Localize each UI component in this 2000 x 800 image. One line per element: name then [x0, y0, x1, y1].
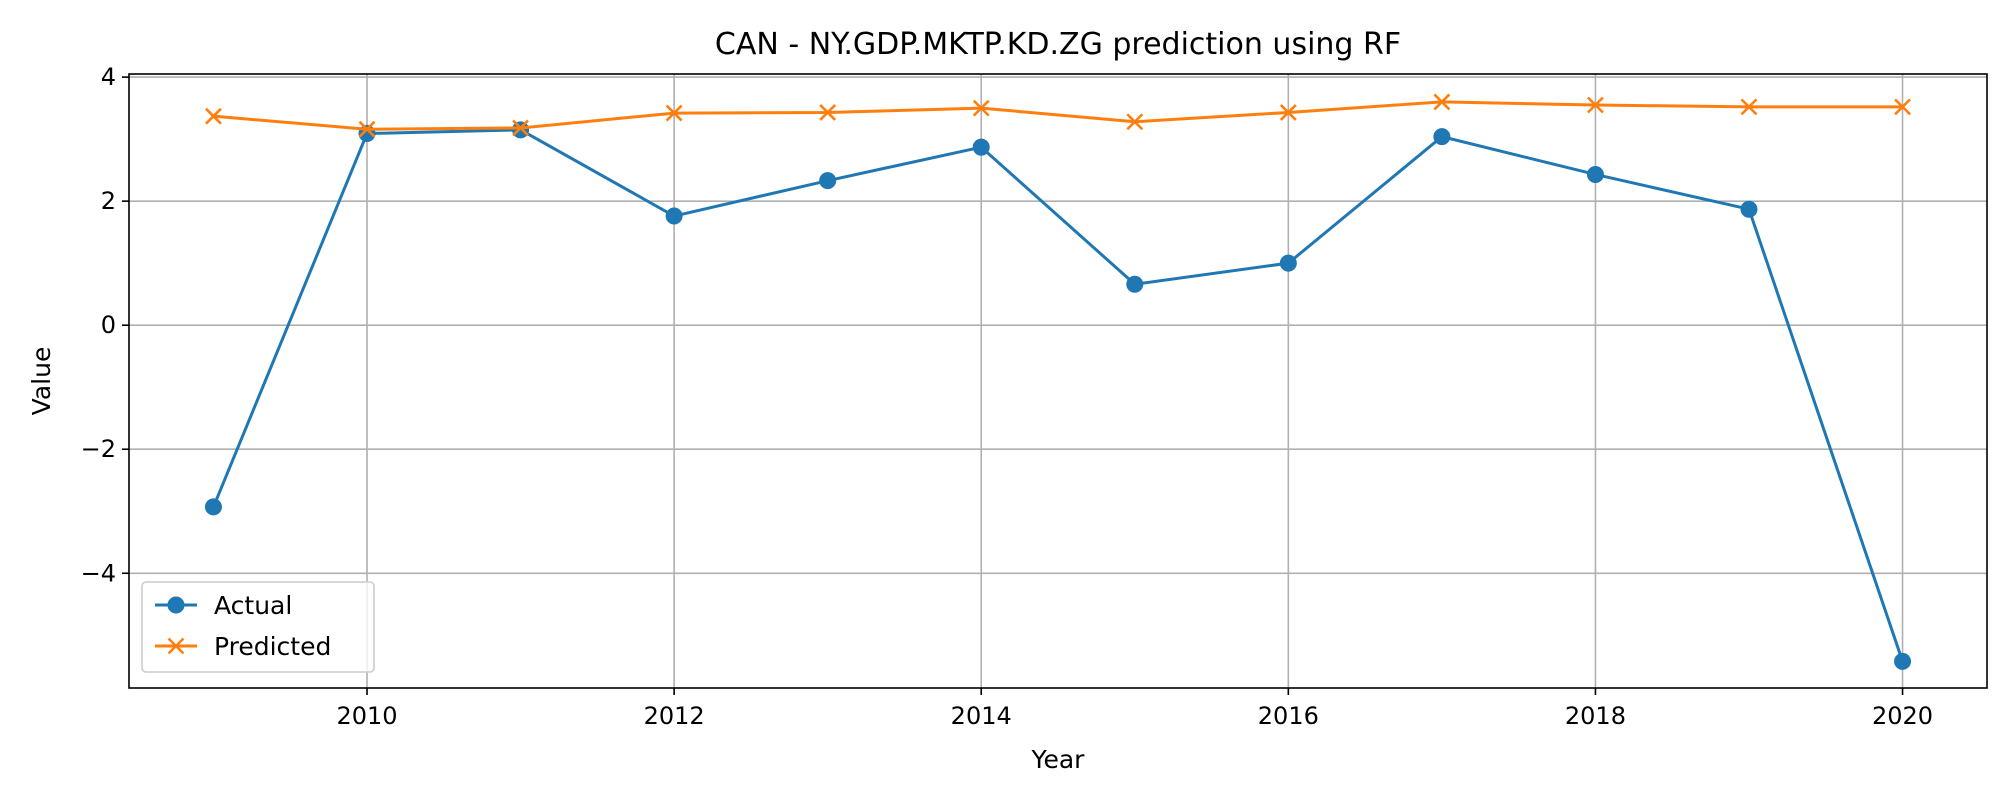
- marker-stroke: [972, 99, 990, 117]
- y-axis-label: Value: [27, 347, 56, 416]
- marker-stroke: [1587, 96, 1604, 114]
- data-point-predicted: [1433, 93, 1451, 111]
- data-point-predicted: [819, 104, 837, 121]
- marker-stroke: [1433, 93, 1451, 111]
- x-tick-label: 2010: [336, 702, 397, 730]
- marker-stroke: [205, 107, 222, 125]
- data-point-actual: [512, 121, 530, 139]
- legend-item-predicted: Predicted: [155, 632, 331, 661]
- data-point-actual: [1279, 254, 1297, 272]
- series-line-actual: [212, 128, 1904, 662]
- legend: Actual Predicted: [141, 581, 375, 673]
- data-point-predicted: [1587, 96, 1604, 114]
- marker-stroke: [1126, 113, 1144, 131]
- data-point-predicted: [665, 104, 683, 122]
- x-tick-label: 2012: [644, 702, 705, 730]
- data-point-actual: [1586, 165, 1604, 183]
- axis-ticks: 2010 2012 2014 2016 2018 2020 −4 −2 0 2 4: [81, 63, 1933, 730]
- legend-label: Actual: [214, 591, 292, 620]
- data-point-actual: [1740, 200, 1758, 218]
- data-point-predicted: [205, 107, 222, 125]
- marker-stroke: [665, 104, 683, 122]
- legend-marker: [167, 596, 185, 614]
- data-point-predicted: [1740, 98, 1758, 116]
- marker-stroke: [512, 119, 529, 137]
- legend-label: Predicted: [214, 632, 331, 661]
- data-point-actual: [1433, 128, 1451, 146]
- data-point-actual: [204, 498, 222, 516]
- data-point-actual: [819, 172, 837, 190]
- plot-frame: [128, 73, 1988, 689]
- x-tick-label: 2020: [1872, 702, 1933, 730]
- series-actual: [204, 121, 1912, 670]
- data-point-predicted: [512, 119, 529, 137]
- data-point-predicted: [358, 120, 376, 138]
- x-tick-label: 2018: [1565, 702, 1626, 730]
- grid: [129, 74, 1987, 688]
- y-tick-label: −2: [81, 435, 116, 463]
- marker-stroke: [167, 637, 185, 655]
- marker-stroke: [358, 120, 376, 138]
- x-tick-label: 2016: [1258, 702, 1319, 730]
- y-tick-label: 4: [101, 63, 116, 91]
- marker-stroke: [1894, 98, 1911, 116]
- data-point-actual: [1126, 275, 1144, 293]
- series-layer: [204, 93, 1912, 670]
- chart-title: CAN - NY.GDP.MKTP.KD.ZG prediction using…: [715, 27, 1401, 62]
- legend-box: [141, 581, 375, 673]
- data-point-predicted: [972, 99, 990, 117]
- data-point-predicted: [1126, 113, 1144, 131]
- y-tick-label: −4: [81, 559, 116, 587]
- y-tick-label: 0: [101, 311, 116, 339]
- legend-marker: [167, 637, 185, 655]
- series-line-predicted: [213, 100, 1903, 131]
- series-predicted: [205, 93, 1911, 138]
- data-point-actual: [665, 207, 683, 225]
- x-tick-label: 2014: [951, 702, 1012, 730]
- marker-stroke: [819, 104, 837, 121]
- x-axis-label: Year: [1031, 745, 1086, 774]
- legend-item-actual: Actual: [155, 591, 292, 620]
- data-point-actual: [972, 138, 990, 156]
- data-point-predicted: [1279, 104, 1297, 121]
- marker-stroke: [1279, 104, 1297, 121]
- data-point-predicted: [1894, 98, 1911, 116]
- marker-stroke: [1740, 98, 1758, 116]
- data-point-actual: [1894, 652, 1912, 670]
- y-tick-label: 2: [101, 187, 116, 215]
